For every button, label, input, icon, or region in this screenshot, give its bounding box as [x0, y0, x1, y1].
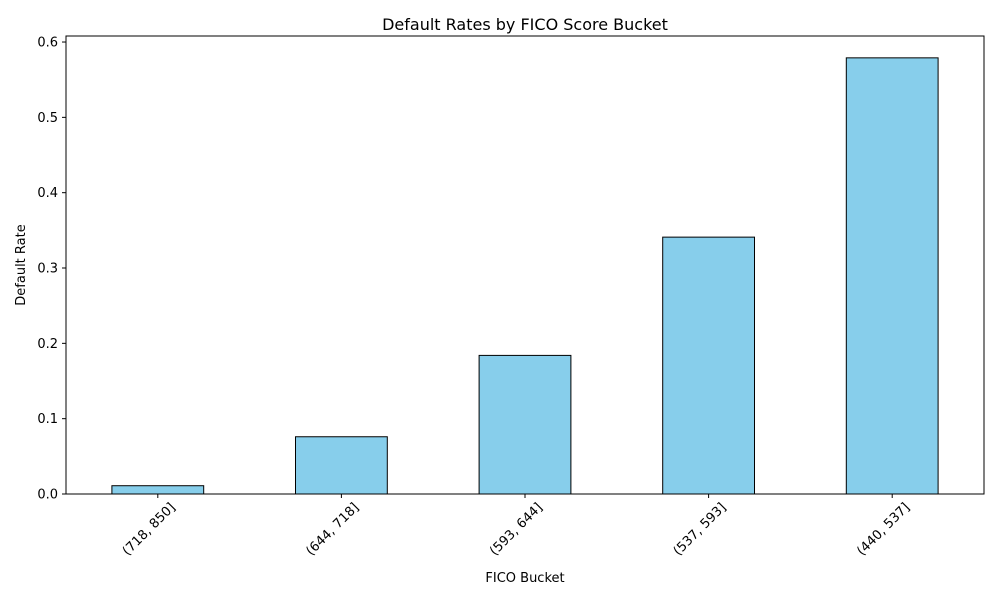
y-tick-label-3: 0.2: [37, 337, 58, 352]
y-tick-label-5: 0.4: [37, 186, 58, 201]
y-tick-label-2: 0.1: [37, 412, 58, 427]
bar-1: [111, 485, 205, 495]
x-tick-label-3: (593, 644]: [487, 500, 546, 559]
x-axis-label: FICO Bucket: [485, 571, 564, 586]
y-axis: 0.0 0.1 0.2 0.3 0.4 0.5 0.6: [37, 36, 66, 503]
chart-title: Default Rates by FICO Score Bucket: [382, 15, 668, 34]
y-tick-label-7: 0.6: [37, 36, 58, 51]
x-axis: (718, 850] (644, 718] (593, 644] (537, 593]…: [120, 494, 913, 559]
y-tick-label-1: 0.0: [37, 488, 58, 503]
y-tick-label-6: 0.5: [37, 111, 58, 126]
bars-group: [111, 57, 939, 495]
bar-2: [295, 436, 388, 495]
x-tick-label-4: (537, 593]: [671, 500, 730, 559]
plot-frame: [65, 35, 985, 495]
x-tick-label-5: (440, 537]: [854, 500, 913, 559]
bar-4: [662, 236, 756, 495]
y-axis-label: Default Rate: [14, 224, 29, 305]
bar-5: [845, 57, 939, 495]
y-tick-label-4: 0.3: [37, 262, 58, 277]
x-tick-label-2: (644, 718]: [304, 500, 363, 559]
x-tick-label-1: (718, 850]: [120, 500, 179, 559]
bar-3: [478, 354, 572, 495]
